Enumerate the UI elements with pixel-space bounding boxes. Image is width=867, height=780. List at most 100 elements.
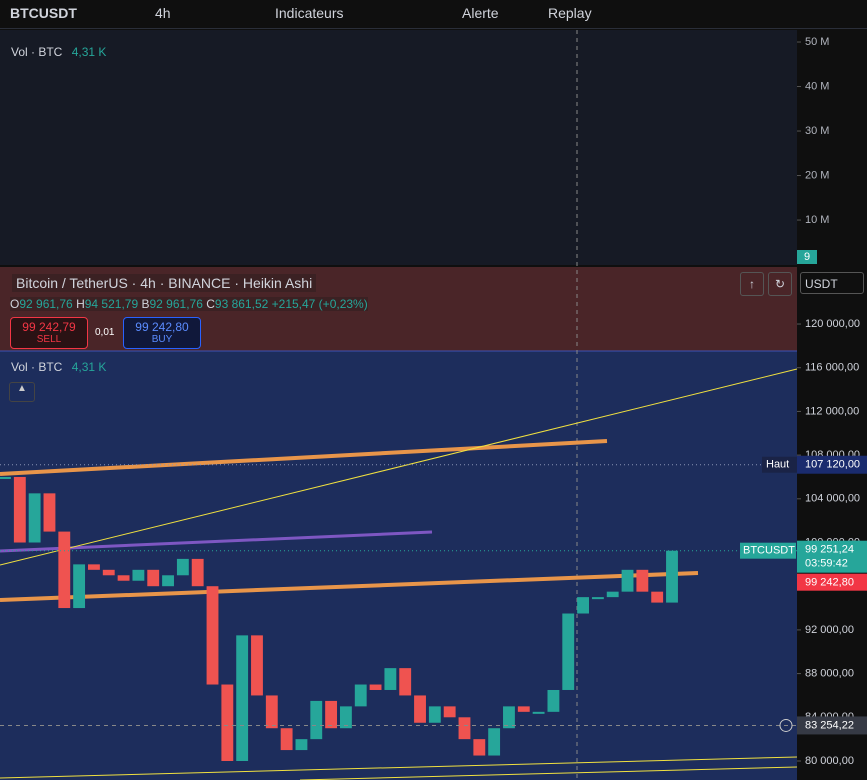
high-label: Haut: [766, 459, 789, 471]
y-tick-label: 80 000,00: [805, 755, 854, 767]
high-tag: [762, 456, 797, 473]
candle: [458, 717, 471, 740]
collapse-button[interactable]: ▲: [9, 382, 35, 402]
candle: [0, 476, 11, 479]
reset-button[interactable]: ↻: [768, 272, 792, 296]
candle: [532, 711, 545, 714]
up-button[interactable]: ↑: [740, 272, 764, 296]
sell-button[interactable]: 99 242,79 SELL: [10, 317, 88, 349]
b-label: B: [141, 297, 150, 311]
trend-line: [0, 756, 798, 779]
candle: [117, 575, 130, 581]
candle: [547, 689, 560, 712]
candle: [280, 728, 293, 751]
candle: [13, 476, 26, 543]
crosshair-price: 83 254,22: [805, 719, 854, 731]
candle: [443, 706, 456, 718]
candle: [636, 569, 649, 592]
high-value: 107 120,00: [805, 459, 860, 471]
b: 92 961,76: [149, 297, 203, 311]
candle: [369, 684, 382, 690]
candle: [43, 493, 56, 532]
y-tick-label: 30 M: [805, 125, 829, 137]
label: Vol · BTC: [11, 360, 63, 374]
toolbar: [0, 0, 867, 29]
countdown: 03:59:42: [805, 558, 848, 570]
candle: [147, 569, 160, 587]
candle: [517, 706, 530, 712]
candle: [102, 569, 115, 576]
value: 4,31 K: [71, 360, 107, 374]
volume-tag: 9: [797, 250, 817, 264]
value: 4,31 K: [71, 45, 107, 59]
candle: [73, 564, 86, 609]
trend-line: [0, 368, 798, 566]
high-value-tag: [797, 455, 867, 474]
replay[interactable]: Replay: [548, 5, 592, 21]
candle: [265, 695, 278, 729]
currency-select[interactable]: USDT: [800, 272, 864, 294]
crosshair-tag: [797, 716, 867, 735]
change: +215,47 (+0,23%): [271, 297, 368, 311]
candle: [88, 564, 100, 570]
ask-tag: [797, 573, 867, 591]
candle: [251, 635, 263, 696]
indicators[interactable]: Indicateurs: [275, 5, 344, 21]
buy-price: 99 242,80: [135, 320, 189, 334]
ask-price: 99 242,80: [805, 577, 854, 589]
candle: [162, 575, 174, 587]
candle: [606, 591, 619, 598]
sell-label: SELL: [36, 334, 62, 345]
label: Vol · BTC: [11, 45, 63, 59]
candle: [621, 569, 634, 592]
quantity[interactable]: 0,01: [95, 327, 115, 338]
candle: [221, 684, 234, 761]
y-tick-label: 20 M: [805, 169, 829, 181]
volume-legend: Vol · BTC 4,31 K: [11, 45, 106, 59]
candle: [428, 706, 441, 723]
price-axis: [797, 30, 867, 780]
sell-price: 99 242,79: [22, 320, 76, 334]
candle: [473, 739, 486, 756]
candle: [28, 493, 41, 543]
c: 93 861,52: [214, 297, 269, 311]
volume-pane: [0, 30, 797, 265]
y-tick-label: 40 M: [805, 80, 829, 92]
trend-line: [0, 439, 608, 476]
y-tick-label: 88 000,00: [805, 668, 854, 680]
candle: [206, 586, 219, 685]
y-tick-label: 116 000,00: [805, 362, 859, 374]
last-tag: [797, 540, 867, 573]
interval[interactable]: 4h: [155, 5, 171, 21]
candle: [325, 700, 338, 729]
candle: [176, 558, 189, 576]
y-tick-label: 112 000,00: [805, 405, 859, 417]
trend-line: [299, 766, 798, 780]
symbol-search[interactable]: BTCUSDT: [10, 5, 77, 21]
h-label: H: [76, 297, 85, 311]
zone: [0, 351, 797, 780]
h: 94 521,79: [84, 297, 139, 311]
trend-line: [0, 571, 699, 602]
buy-button[interactable]: 99 242,80 BUY: [123, 317, 201, 349]
symbol-tag: [740, 542, 796, 559]
symbol-label: BTCUSDT: [743, 545, 795, 557]
add-button: [779, 718, 793, 732]
candle: [310, 700, 323, 740]
candle: [577, 597, 589, 614]
candle: [339, 706, 352, 729]
y-tick-label: 50 M: [805, 36, 829, 48]
candle: [132, 569, 145, 581]
candle: [503, 706, 515, 729]
alert[interactable]: Alerte: [462, 5, 499, 21]
trend-line: [0, 530, 433, 553]
candle: [591, 597, 604, 600]
candle: [384, 668, 397, 690]
y-tick-label: 120 000,00: [805, 318, 860, 330]
candle: [666, 550, 678, 603]
candle: [236, 635, 249, 761]
c-label: C: [206, 297, 215, 311]
candle: [295, 739, 308, 751]
buy-label: BUY: [151, 334, 173, 345]
